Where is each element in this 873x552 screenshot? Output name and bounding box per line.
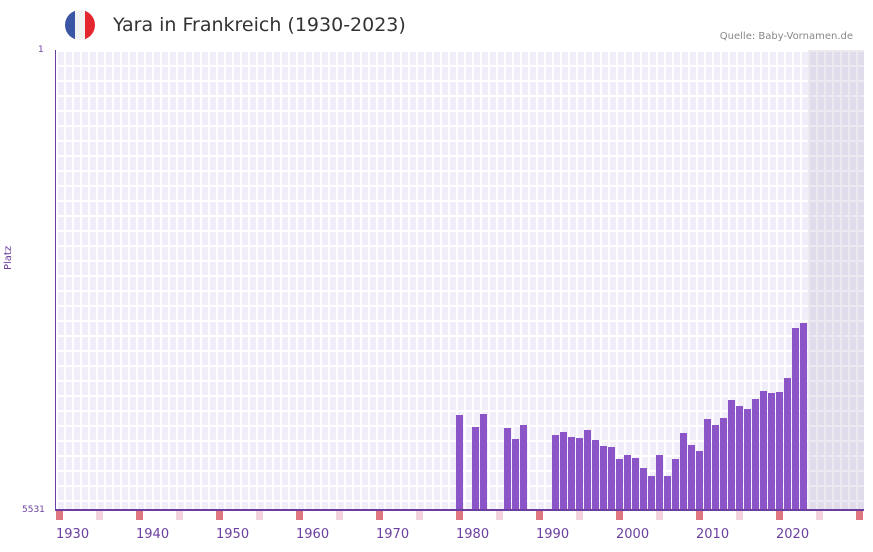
bar-2012[interactable] [728,400,735,510]
decade-marker [136,511,143,520]
x-tick-label: 1970 [376,527,410,542]
bar-2013[interactable] [736,406,743,510]
bar-2008[interactable] [696,451,703,510]
bar-1990[interactable] [552,435,559,510]
decade-marker [576,511,583,520]
bar-2018[interactable] [776,392,783,510]
x-axis [55,509,864,511]
decade-marker [696,511,703,520]
decade-marker [456,511,463,520]
decade-marker [536,511,543,520]
chart-title: Yara in Frankreich (1930-2023) [113,14,406,36]
bar-2015[interactable] [752,399,759,510]
bar-2009[interactable] [704,419,711,510]
bar-1993[interactable] [576,438,583,510]
bar-1978[interactable] [456,415,463,510]
decade-marker [736,511,743,520]
x-tick-label: 1930 [56,527,90,542]
y-axis-top-label: 1 [38,45,44,55]
bar-1980[interactable] [472,427,479,510]
x-tick-label: 1960 [296,527,330,542]
france-flag-icon [65,10,95,40]
bar-1992[interactable] [568,437,575,510]
bar-1997[interactable] [608,447,615,510]
plot-area [56,50,864,510]
bar-1985[interactable] [512,439,519,510]
bar-2003[interactable] [656,455,663,510]
decade-marker [256,511,263,520]
x-tick-label: 2010 [696,527,730,542]
bar-2017[interactable] [768,393,775,510]
x-tick-label: 1950 [216,527,250,542]
decade-marker [336,511,343,520]
bar-2020[interactable] [792,328,799,510]
bar-2011[interactable] [720,418,727,510]
bar-1986[interactable] [520,425,527,510]
bar-1984[interactable] [504,428,511,510]
x-tick-label: 2000 [616,527,650,542]
decade-marker [296,511,303,520]
bar-2014[interactable] [744,409,751,510]
bar-2004[interactable] [664,476,671,510]
decade-marker [496,511,503,520]
source-link[interactable]: Quelle: Baby-Vornamen.de [719,31,853,42]
bar-2007[interactable] [688,445,695,510]
x-tick-label: 1980 [456,527,490,542]
y-axis-title: Platz [3,245,14,270]
x-tick-label: 2020 [776,527,810,542]
decade-marker [96,511,103,520]
x-tick-label: 1990 [536,527,570,542]
future-shade [808,50,864,510]
bar-1981[interactable] [480,414,487,510]
bar-1994[interactable] [584,430,591,510]
decade-marker [376,511,383,520]
decade-marker [856,511,863,520]
x-tick-label: 1940 [136,527,170,542]
bar-1999[interactable] [624,455,631,510]
y-axis-bottom-label: 5531 [22,505,45,515]
bar-2000[interactable] [632,458,639,510]
bar-2002[interactable] [648,476,655,510]
bar-1996[interactable] [600,446,607,510]
bar-1995[interactable] [592,440,599,510]
bar-2001[interactable] [640,468,647,510]
decade-marker [216,511,223,520]
decade-marker [56,511,63,520]
bar-2006[interactable] [680,433,687,510]
decade-marker [616,511,623,520]
decade-marker [656,511,663,520]
bar-1998[interactable] [616,459,623,510]
decade-marker [176,511,183,520]
decade-marker [816,511,823,520]
bar-2016[interactable] [760,391,767,510]
bar-2005[interactable] [672,459,679,510]
y-axis [55,50,56,511]
bar-2010[interactable] [712,425,719,510]
decade-marker [776,511,783,520]
bar-2021[interactable] [800,323,807,510]
bar-2019[interactable] [784,378,791,510]
bar-1991[interactable] [560,432,567,510]
decade-marker [416,511,423,520]
